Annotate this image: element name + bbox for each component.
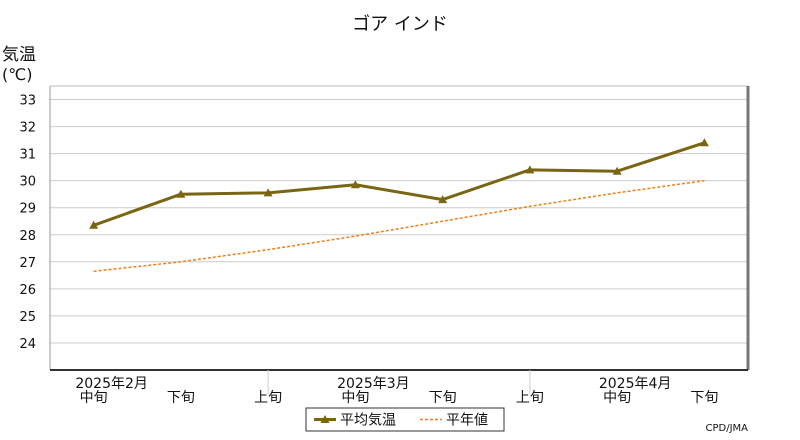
y-tick-label: 30 [19,175,36,190]
y-tick-label: 31 [19,148,36,163]
legend-box [305,407,505,432]
month-label: 2025年3月 [337,376,410,392]
x-tick-label: 中旬 [80,390,108,406]
legend-label-normal: 平年値 [446,413,488,429]
data-point [699,138,709,147]
y-tick-label: 28 [19,229,36,244]
normal-temperature-line [93,179,705,273]
legend-marker-average [320,415,330,423]
data-point [438,195,448,204]
x-tick-label: 下旬 [690,390,718,406]
y-tick-label: 29 [19,202,36,217]
y-tick-label: 33 [19,94,36,109]
plot-area: 24 25 26 27 28 29 30 31 32 33 中旬 下旬 上旬 中旬 下旬 上旬 中旬 下旬 2025… [19,85,750,432]
data-point [350,180,360,189]
y-tick-label: 26 [19,283,36,298]
y-axis-label: 気温 [2,45,36,65]
x-tick-label: 下旬 [167,390,195,406]
y-tick-label: 24 [19,337,36,352]
x-tick-label: 上旬 [516,390,544,406]
data-point [176,189,186,198]
data-point [612,166,622,175]
source-credit: CPD/JMA [706,423,749,434]
y-axis-unit: (℃) [2,65,32,84]
month-label: 2025年2月 [75,376,148,392]
x-tick-label: 上旬 [254,390,282,406]
data-point [263,188,273,197]
chart-title: ゴア インド [352,14,448,35]
y-tick-label: 32 [19,121,36,136]
data-point [525,165,535,174]
x-tick-label: 下旬 [429,390,457,406]
average-temperature-line [93,141,705,227]
y-tick-label: 27 [19,256,36,271]
legend-label-average: 平均気温 [340,413,396,429]
x-tick-label: 中旬 [603,390,631,406]
month-label: 2025年4月 [599,376,672,392]
x-tick-label: 中旬 [341,390,369,406]
y-tick-label: 25 [19,310,36,325]
data-point [89,220,99,229]
